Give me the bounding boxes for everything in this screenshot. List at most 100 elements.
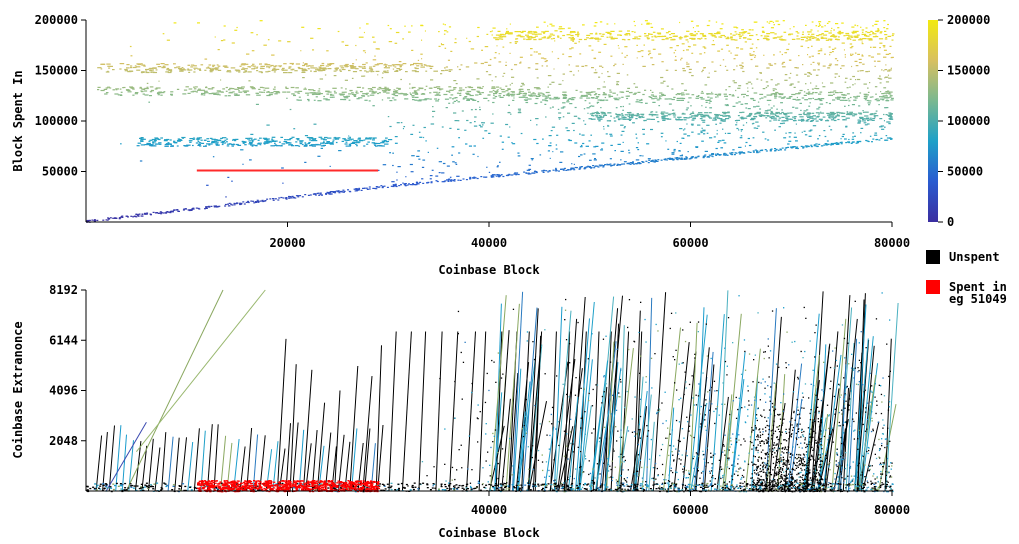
scatter-point bbox=[745, 107, 747, 108]
scatter-point bbox=[489, 74, 492, 75]
scatter-point bbox=[759, 151, 761, 152]
scatter-point bbox=[540, 102, 542, 103]
scatter-point bbox=[699, 478, 700, 479]
scatter-point bbox=[798, 55, 799, 56]
scatter-point bbox=[465, 87, 466, 88]
scatter-point bbox=[209, 68, 212, 69]
scatter-point bbox=[826, 40, 829, 41]
scatter-point bbox=[780, 102, 783, 103]
scatter-point bbox=[860, 474, 861, 475]
scatter-point bbox=[841, 455, 842, 456]
scatter-point bbox=[248, 140, 251, 141]
scatter-point bbox=[592, 50, 594, 51]
scatter-point bbox=[450, 51, 452, 52]
scatter-point bbox=[491, 123, 494, 124]
scatter-point bbox=[804, 91, 805, 92]
scatter-point bbox=[567, 169, 569, 170]
scatter-point bbox=[340, 71, 342, 72]
scatter-point bbox=[299, 142, 302, 143]
scatter-point bbox=[606, 133, 608, 134]
scatter-point bbox=[730, 33, 732, 34]
scatter-point bbox=[162, 212, 164, 213]
scatter-point bbox=[754, 114, 756, 115]
scatter-point bbox=[716, 22, 717, 23]
scatter-point bbox=[492, 80, 493, 81]
scatter-point bbox=[618, 456, 619, 457]
scatter-point bbox=[807, 112, 810, 113]
scatter-point bbox=[287, 139, 291, 140]
scatter-point bbox=[602, 73, 603, 74]
scatter-point bbox=[302, 77, 305, 78]
scatter-point bbox=[603, 93, 606, 94]
scatter-point bbox=[869, 71, 870, 72]
scatter-point bbox=[234, 140, 236, 141]
scatter-point bbox=[816, 25, 818, 26]
scatter-point bbox=[436, 86, 440, 87]
scatter-point bbox=[702, 128, 703, 129]
scatter-point bbox=[880, 471, 881, 472]
scatter-point bbox=[496, 87, 499, 88]
scatter-point bbox=[875, 36, 877, 37]
scatter-point bbox=[449, 92, 451, 93]
scatter-point bbox=[848, 139, 849, 140]
scatter-point bbox=[590, 33, 593, 34]
scatter-point bbox=[358, 138, 361, 139]
scatter-point bbox=[826, 102, 828, 103]
scatter-point bbox=[616, 84, 619, 85]
scatter-point bbox=[659, 95, 662, 96]
scatter-point bbox=[377, 63, 380, 64]
scatter-point bbox=[426, 65, 431, 66]
scatter-point bbox=[698, 321, 699, 322]
scatter-point bbox=[830, 30, 831, 31]
scatter-point bbox=[799, 116, 803, 117]
scatter-point bbox=[120, 143, 122, 144]
scatter-point bbox=[638, 117, 640, 118]
scatter-point bbox=[473, 154, 475, 155]
scatter-point bbox=[830, 388, 831, 389]
scatter-point bbox=[631, 92, 633, 93]
scatter-point bbox=[845, 468, 846, 469]
scatter-point bbox=[659, 409, 660, 410]
scatter-point bbox=[613, 450, 614, 451]
scatter-point bbox=[684, 128, 685, 129]
scatter-point bbox=[312, 94, 316, 95]
scatter-point bbox=[748, 82, 751, 83]
scatter-point bbox=[886, 54, 889, 55]
scatter-point bbox=[483, 177, 485, 178]
scatter-point bbox=[787, 143, 789, 144]
scatter-point bbox=[802, 357, 803, 358]
scatter-point bbox=[608, 76, 611, 77]
scatter-point bbox=[669, 114, 672, 115]
scatter-point bbox=[292, 64, 294, 65]
scatter-point bbox=[562, 102, 565, 103]
scatter-point bbox=[589, 45, 592, 46]
scatter-point bbox=[559, 119, 560, 120]
scatter-point bbox=[738, 455, 739, 456]
scatter-point bbox=[206, 138, 209, 139]
scatter-point bbox=[827, 144, 829, 145]
scatter-point bbox=[669, 104, 672, 105]
scatter-point bbox=[872, 465, 873, 466]
scatter-point bbox=[657, 36, 659, 37]
scatter-point bbox=[703, 115, 707, 116]
scatter-point bbox=[710, 98, 713, 99]
scatter-point bbox=[657, 330, 658, 331]
scatter-point bbox=[729, 423, 730, 424]
scatter-point bbox=[756, 128, 758, 129]
scatter-point bbox=[587, 166, 588, 167]
scatter-point bbox=[493, 98, 496, 99]
scatter-point bbox=[789, 85, 790, 86]
scatter-point bbox=[508, 95, 510, 96]
scatter-point bbox=[662, 464, 663, 465]
scatter-point bbox=[809, 437, 810, 438]
scatter-point bbox=[618, 98, 620, 99]
scatter-point bbox=[812, 56, 814, 57]
scatter-point bbox=[617, 73, 620, 74]
scatter-point bbox=[121, 92, 123, 93]
scatter-point bbox=[776, 89, 777, 90]
scatter-point bbox=[529, 173, 531, 174]
scatter-point bbox=[689, 158, 691, 159]
scatter-point bbox=[258, 140, 260, 141]
scatter-point bbox=[617, 164, 619, 165]
scatter-point bbox=[420, 54, 422, 55]
